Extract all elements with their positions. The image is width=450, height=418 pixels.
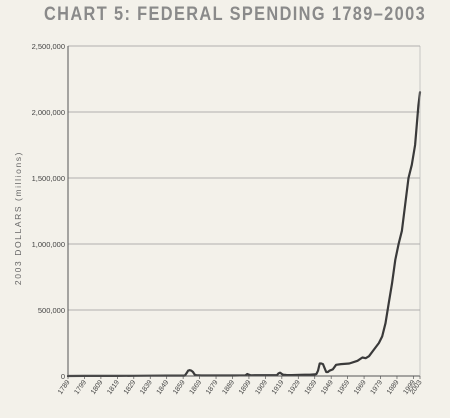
y-tick-label: 500,000 bbox=[38, 306, 65, 315]
y-tick-labels: 0 500,000 1,000,000 1,500,000 2,000,000 2,500… bbox=[32, 42, 65, 381]
chart-title: CHART 5: FEDERAL SPENDING 1789–2003 bbox=[44, 4, 427, 25]
x-tick-label: 1929 bbox=[287, 379, 302, 396]
y-tick-label: 1,500,000 bbox=[32, 174, 65, 183]
x-tick-label: 1909 bbox=[254, 379, 269, 396]
x-tick-labels: 1789 1799 1809 1819 1829 1839 1849 1859 1869 1879… bbox=[57, 376, 424, 396]
x-tick-label: 1869 bbox=[189, 379, 204, 396]
y-tick-label: 2,000,000 bbox=[32, 108, 65, 117]
x-tick-label: 1979 bbox=[369, 379, 384, 396]
x-tick-label: 1879 bbox=[205, 379, 220, 396]
x-tick-label: 1819 bbox=[106, 379, 121, 396]
x-tick-label: 1849 bbox=[156, 379, 171, 396]
plot-frame bbox=[67, 46, 421, 377]
x-tick-label: 1969 bbox=[353, 379, 368, 396]
x-tick-label: 1859 bbox=[172, 379, 187, 396]
x-tick-label: 1949 bbox=[320, 379, 335, 396]
spending-line bbox=[66, 91, 422, 378]
x-tick-label: 1889 bbox=[221, 379, 236, 396]
x-tick-label: 1939 bbox=[304, 379, 319, 396]
y-tick-label: 1,000,000 bbox=[32, 240, 65, 249]
x-tick-label: 1829 bbox=[123, 379, 138, 396]
x-tick-label: 1809 bbox=[90, 379, 105, 396]
y-tick-label: 2,500,000 bbox=[32, 42, 65, 51]
y-tick-label: 0 bbox=[61, 372, 65, 381]
series-lines bbox=[66, 91, 422, 378]
gridlines bbox=[68, 45, 420, 311]
x-tick-label: 1839 bbox=[139, 379, 154, 396]
x-tick-label: 1789 bbox=[57, 379, 72, 396]
x-tick-label: 1799 bbox=[73, 379, 88, 396]
x-tick-label: 1989 bbox=[386, 379, 401, 396]
x-tick-label: 1959 bbox=[337, 379, 352, 396]
x-tick-label: 1919 bbox=[271, 379, 286, 396]
x-tick-label: 1899 bbox=[238, 379, 253, 396]
